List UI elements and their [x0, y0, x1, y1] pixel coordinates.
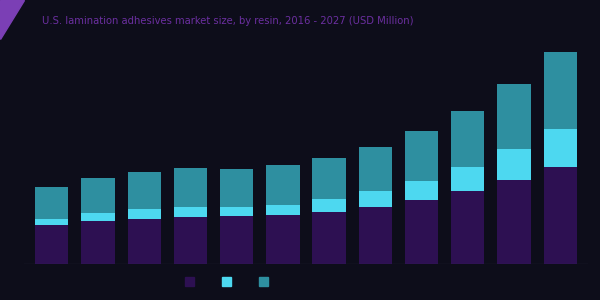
Bar — [174, 207, 207, 217]
Bar — [544, 52, 577, 129]
Bar — [82, 178, 115, 213]
Polygon shape — [0, 0, 24, 39]
Bar — [313, 158, 346, 199]
Bar — [313, 199, 346, 212]
Bar — [82, 213, 115, 221]
Bar — [35, 187, 68, 218]
Bar — [451, 167, 484, 191]
Bar — [544, 129, 577, 167]
Bar — [35, 225, 68, 264]
Bar — [497, 149, 530, 180]
Bar — [220, 207, 253, 216]
Bar — [128, 172, 161, 209]
Bar — [359, 147, 392, 191]
Bar — [451, 191, 484, 264]
Bar — [35, 218, 68, 225]
Bar — [405, 131, 438, 181]
Bar — [451, 110, 484, 167]
Bar — [82, 221, 115, 264]
Bar — [359, 207, 392, 264]
Legend: , , : , , — [181, 273, 275, 291]
Bar — [266, 205, 299, 215]
Bar — [174, 217, 207, 264]
Bar — [544, 167, 577, 264]
Bar — [497, 84, 530, 149]
Bar — [174, 168, 207, 207]
Bar — [313, 212, 346, 264]
Bar — [266, 215, 299, 264]
Bar — [405, 200, 438, 264]
Bar — [497, 180, 530, 264]
Bar — [128, 209, 161, 218]
Bar — [128, 218, 161, 264]
Bar — [266, 165, 299, 205]
Bar — [405, 181, 438, 200]
Bar — [220, 169, 253, 207]
Bar — [359, 191, 392, 207]
Text: U.S. lamination adhesives market size, by resin, 2016 - 2027 (USD Million): U.S. lamination adhesives market size, b… — [42, 16, 413, 26]
Bar — [220, 216, 253, 264]
